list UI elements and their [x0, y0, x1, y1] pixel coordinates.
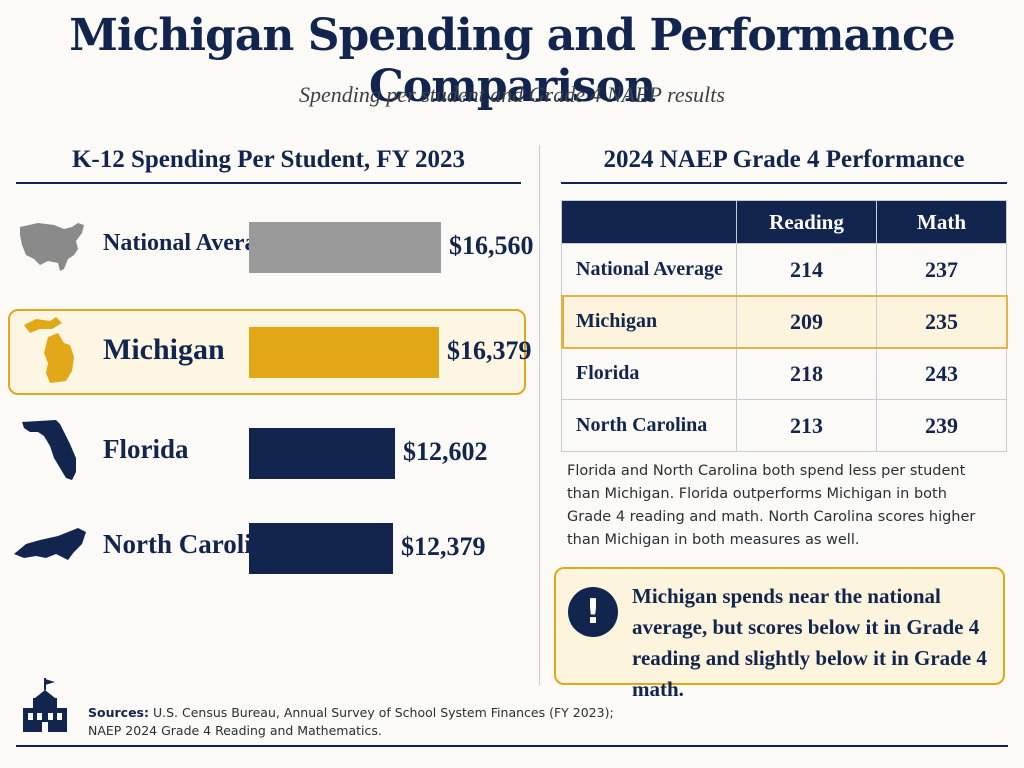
row-label: Florida	[561, 347, 737, 400]
bar-value-label: $16,379	[447, 336, 532, 365]
math-score: 239	[876, 399, 1007, 452]
spending-title-rule	[16, 182, 521, 184]
usa-map-icon	[20, 223, 84, 271]
bar-florida	[249, 428, 395, 479]
math-score: 237	[876, 243, 1007, 296]
bar-category-label: Michigan	[103, 333, 225, 366]
table-header-row: Reading Math	[561, 200, 1007, 244]
spending-bar-chart: National Average $16,560 Michigan $16,379 Fl…	[0, 200, 535, 590]
sources-text: Sources: U.S. Census Bureau, Annual Surv…	[88, 704, 648, 740]
reading-score: 218	[736, 347, 877, 400]
row-label: National Average	[561, 243, 737, 296]
row-label: Michigan	[561, 295, 737, 348]
bar-national-average	[249, 222, 441, 273]
bar-north-carolina	[249, 523, 393, 574]
bar-category-label: Florida	[103, 434, 189, 464]
reading-score: 209	[736, 295, 877, 348]
sources-label: Sources:	[88, 705, 149, 720]
bar-value-label: $12,602	[403, 437, 488, 466]
table-header-math: Math	[876, 200, 1007, 244]
callout-text: Michigan spends near the national averag…	[632, 584, 987, 701]
row-label: North Carolina	[561, 399, 737, 452]
section-divider	[539, 145, 540, 685]
spending-chart-title: K-12 Spending Per Student, FY 2023	[71, 146, 466, 173]
math-score: 243	[876, 347, 1007, 400]
table-row-michigan: Michigan 209 235	[560, 294, 1008, 349]
sources-body: U.S. Census Bureau, Annual Survey of Sch…	[88, 705, 614, 738]
school-building-icon	[23, 678, 67, 732]
florida-map-icon	[22, 420, 76, 480]
naep-table-title: 2024 NAEP Grade 4 Performance	[603, 146, 965, 173]
bar-value-label: $12,379	[401, 532, 486, 561]
exclamation-icon: !	[568, 587, 618, 637]
math-score: 235	[876, 295, 1007, 348]
table-row: National Average 214 237	[561, 243, 1007, 296]
page-subtitle: Spending per student and Grade 4 NAEP re…	[299, 82, 725, 107]
bar-michigan	[249, 327, 439, 378]
reading-score: 213	[736, 399, 877, 452]
table-row: North Carolina 213 239	[561, 399, 1007, 452]
page-title: Michigan Spending and Performance Compar…	[69, 10, 956, 112]
table-header-reading: Reading	[736, 200, 877, 244]
table-row: Florida 218 243	[561, 347, 1007, 400]
north-carolina-map-icon	[14, 528, 86, 560]
comparison-note: Florida and North Carolina both spend le…	[567, 463, 976, 548]
naep-title-rule	[561, 182, 1007, 184]
michigan-map-icon	[24, 317, 74, 383]
reading-score: 214	[736, 243, 877, 296]
michigan-highlight-box	[8, 309, 526, 395]
footer-rule	[16, 745, 1008, 747]
naep-table: Reading Math National Average 214 237 Mi…	[560, 200, 1008, 452]
bar-value-label: $16,560	[449, 231, 534, 260]
key-takeaway-callout: ! Michigan spends near the national aver…	[554, 567, 1005, 701]
table-header-blank	[561, 200, 737, 244]
